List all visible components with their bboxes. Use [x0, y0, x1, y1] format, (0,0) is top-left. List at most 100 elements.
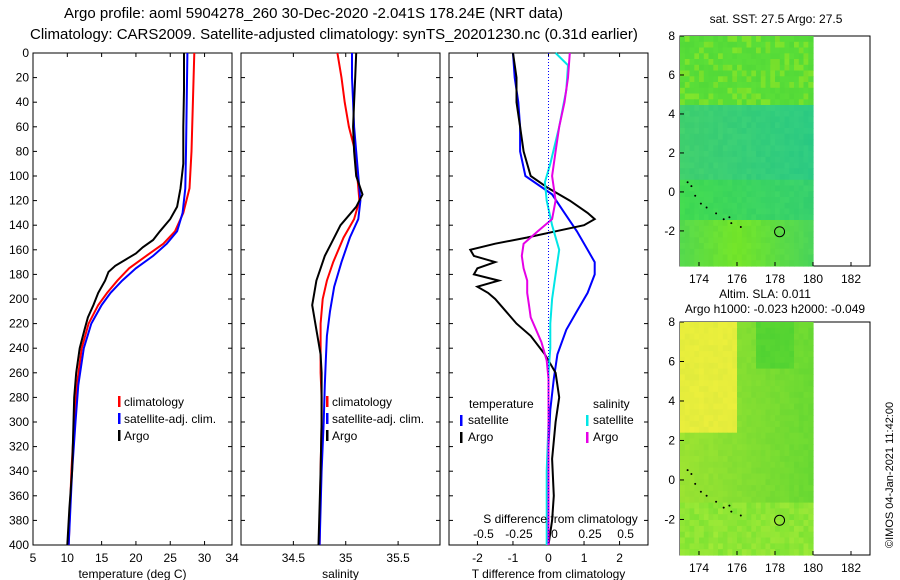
map-cell [751, 502, 757, 509]
map-cell [713, 333, 719, 340]
map-cell [746, 231, 752, 238]
map-cell [751, 403, 757, 410]
map-cell [689, 191, 695, 198]
map-cell [798, 128, 805, 135]
map-cell [803, 333, 809, 340]
map-cell [713, 122, 719, 129]
map-cell [794, 531, 800, 539]
map-cell [727, 87, 733, 95]
map-cell [751, 168, 757, 175]
map-cell [713, 490, 719, 498]
map-cell [746, 191, 752, 198]
map-cell [789, 421, 795, 428]
map-cell [794, 248, 800, 256]
map-cell [694, 174, 700, 181]
map-cell [689, 374, 695, 381]
map-cell [680, 403, 686, 410]
map-cell [708, 490, 714, 498]
map-cell [746, 208, 752, 215]
map-cell [775, 248, 781, 256]
map-cell [798, 525, 805, 533]
map-cell [699, 185, 705, 192]
map-cell [765, 162, 771, 169]
map-cell [722, 473, 729, 480]
map-cell [689, 122, 695, 129]
map-cell [751, 485, 757, 492]
map-cell [779, 220, 786, 227]
map-cell [756, 403, 762, 410]
map-cell [808, 133, 814, 141]
y-tick-label: 280 [9, 390, 29, 404]
map-cell [689, 531, 695, 539]
map-cell [775, 185, 781, 192]
map-cell [713, 520, 719, 527]
map-cell [699, 391, 705, 399]
map-cell [808, 368, 814, 375]
map-cell [689, 514, 695, 521]
map-cell [684, 156, 691, 164]
map-cell [765, 36, 771, 43]
map-cell [770, 53, 776, 60]
map-cell [737, 444, 743, 451]
map-cell [798, 162, 805, 169]
map-cell [684, 485, 691, 492]
map-cell [808, 333, 814, 340]
map-cell [713, 59, 719, 66]
map-cell [808, 105, 814, 112]
map-cell [746, 490, 752, 498]
map-cell [775, 345, 781, 352]
map-cell [713, 243, 719, 250]
map-cell [680, 520, 686, 527]
map-cell [746, 225, 752, 233]
map-cell [798, 41, 805, 49]
map-cell [727, 151, 733, 158]
map-cell [694, 473, 700, 480]
map-cell [794, 333, 800, 340]
map-cell [775, 333, 781, 340]
map-cell [808, 248, 814, 256]
map-cell [699, 450, 705, 457]
y-tick-label: 20 [16, 71, 30, 85]
map-cell [732, 374, 738, 381]
map-cell [784, 386, 790, 393]
map-cell [680, 128, 686, 135]
legend-swatch-argo [326, 430, 329, 441]
map-cell [760, 87, 767, 95]
map-cell [703, 543, 710, 550]
map-cell [770, 254, 776, 261]
map-cell [727, 128, 733, 135]
map-cell [756, 520, 762, 527]
map-cell [751, 479, 757, 486]
map-cell [713, 438, 719, 445]
map-cell [708, 456, 714, 463]
map-cell [713, 345, 719, 352]
map-cell [798, 254, 805, 261]
map-cell [746, 391, 752, 399]
map-cell [708, 47, 714, 54]
map-cell [779, 415, 786, 422]
map-cell [765, 185, 771, 192]
map-cell [703, 502, 710, 509]
map-cell [789, 36, 795, 43]
map-cell [727, 391, 733, 399]
secondary-tick-label: -0.5 [473, 527, 494, 541]
map-cell [803, 461, 809, 469]
map-cell [794, 520, 800, 527]
map-cell [751, 327, 757, 335]
map-cell [689, 53, 695, 60]
map-cell [718, 444, 724, 451]
map-cell [756, 128, 762, 135]
argo-position-marker [774, 514, 786, 526]
map-cell [746, 432, 752, 440]
map-cell [727, 93, 733, 100]
map-cell [746, 214, 752, 221]
map-cell [784, 403, 790, 410]
map-cell [746, 128, 752, 135]
map-cell [694, 333, 700, 340]
map-cell [718, 179, 724, 187]
map-cell [718, 122, 724, 129]
map-cell [751, 415, 757, 422]
map-cell [746, 59, 752, 66]
map-cell [770, 374, 776, 381]
